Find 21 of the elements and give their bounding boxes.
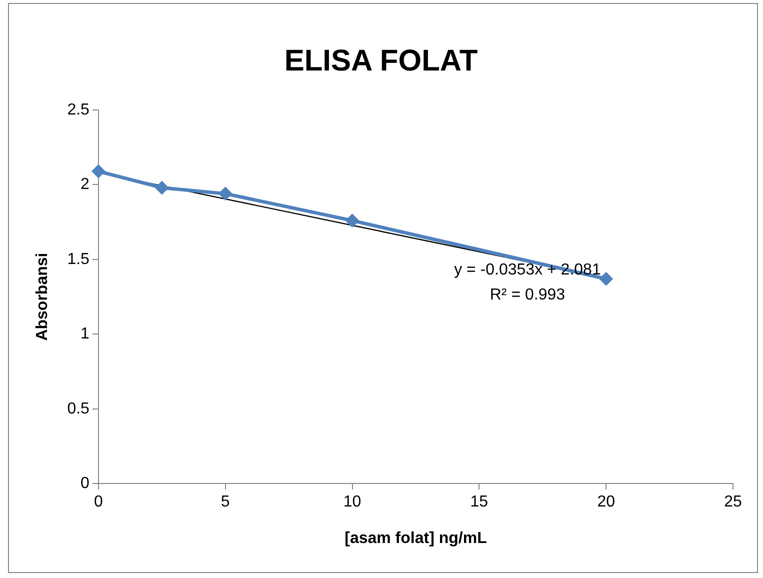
point — [345, 214, 360, 228]
y-tick-label: 1 — [80, 326, 90, 343]
y-tick-label: 0.5 — [67, 400, 90, 418]
x-tick-label: 20 — [597, 494, 616, 511]
y-tick-label: 1.5 — [67, 250, 90, 268]
chart-title: ELISA FOLAT — [284, 44, 478, 78]
x-tick-label: 25 — [724, 494, 742, 511]
annotation: R² = 0.993 — [490, 286, 566, 304]
y-tick-label: 2.5 — [67, 101, 90, 118]
point — [91, 164, 106, 178]
y-axis-title: Absorbansi — [34, 252, 52, 341]
x-tick-label: 0 — [94, 494, 103, 511]
x-tick-label: 15 — [470, 494, 488, 511]
x-tick-label: 5 — [220, 494, 230, 511]
x-tick-label: 10 — [343, 494, 362, 511]
y-tick-label: 0 — [80, 475, 90, 492]
point — [218, 186, 232, 201]
point — [599, 272, 614, 286]
x-axis-title: [asam folat] ng/mL — [344, 530, 488, 547]
y-tick-label: 2 — [80, 176, 90, 194]
point — [154, 180, 169, 195]
